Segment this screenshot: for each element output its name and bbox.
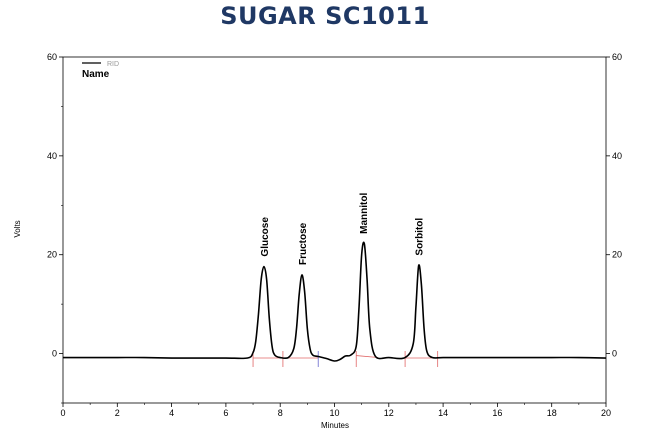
x-tick-label-0: 0	[60, 408, 65, 418]
plot-border	[62, 56, 607, 404]
y-tick-label-left-3: 60	[47, 52, 57, 62]
x-tick-label-1: 2	[115, 408, 120, 418]
peak-label-mannitol: Mannitol	[359, 193, 370, 234]
chromatogram-series	[63, 241, 607, 362]
x-tick-label-2: 4	[169, 408, 174, 418]
peak-label-sorbitol: Sorbitol	[415, 218, 426, 256]
x-tick-label-10: 20	[601, 408, 611, 418]
y-tick-label-left-2: 40	[47, 151, 57, 161]
baseline-segment-2	[356, 355, 378, 358]
x-tick-label-8: 16	[492, 408, 502, 418]
series-line-rid	[63, 241, 607, 362]
x-tick-label-9: 18	[547, 408, 557, 418]
peak-labels: Glucose Fructose Mannitol Sorbitol	[260, 193, 426, 265]
y-tick-label-left-1: 20	[47, 250, 57, 260]
x-axis-title: Minutes	[321, 421, 349, 430]
y-tick-label-right-0: 0	[612, 349, 617, 359]
y-tick-label-right-2: 40	[612, 151, 622, 161]
peak-label-glucose: Glucose	[260, 217, 271, 257]
x-tick-label-5: 10	[329, 408, 339, 418]
legend-header: Name	[82, 69, 110, 80]
x-tick-label-7: 14	[438, 408, 448, 418]
y-axis-title: Volts	[13, 220, 22, 237]
y-tick-label-right-1: 20	[612, 250, 622, 260]
x-tick-label-6: 12	[384, 408, 394, 418]
x-tick-label-3: 6	[223, 408, 228, 418]
chart-title: SUGAR SC1011	[220, 2, 430, 30]
legend: RID Name	[82, 61, 119, 80]
axis-tick-labels: 0 2 4 6 8 10 12 14 16 18 20 0 0 20 20 40 40 60 60	[47, 52, 622, 418]
axis-ticks	[59, 56, 610, 407]
x-tick-label-4: 8	[278, 408, 283, 418]
plot-frame	[62, 56, 607, 404]
y-tick-label-right-3: 60	[612, 52, 622, 62]
peak-label-fructose: Fructose	[298, 222, 309, 265]
legend-label-rid: RID	[107, 61, 119, 68]
y-tick-label-left-0: 0	[52, 349, 57, 359]
